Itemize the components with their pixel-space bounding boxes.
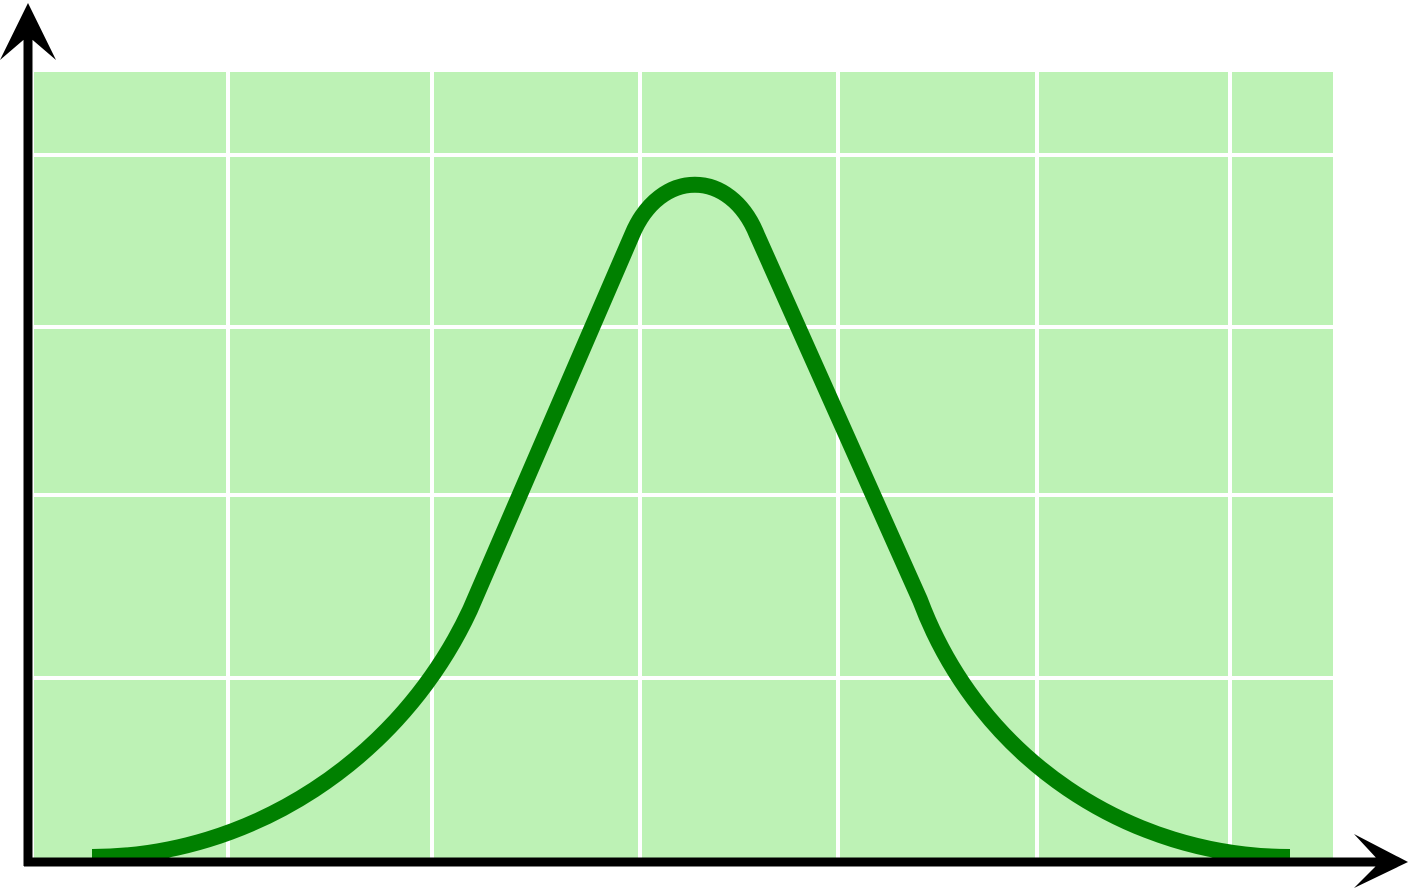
x-axis-arrow	[1354, 834, 1408, 888]
bell-curve	[91, 176, 1291, 865]
y-axis-arrow	[0, 3, 56, 60]
plot-area	[34, 72, 1333, 858]
grid	[34, 72, 1333, 858]
